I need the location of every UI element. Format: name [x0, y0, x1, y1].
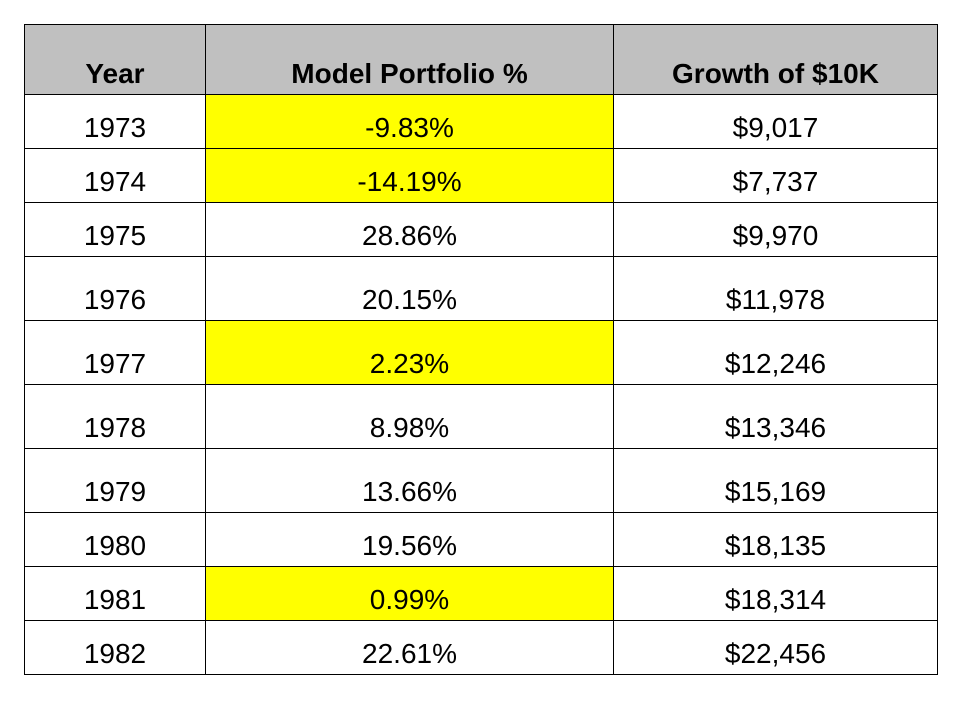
cell-growth: $13,346: [613, 384, 938, 449]
cell-model-portfolio-pct: 28.86%: [205, 202, 614, 257]
table-row: 1978 8.98% $13,346: [24, 384, 938, 449]
cell-year: 1980: [24, 512, 206, 567]
cell-growth: $9,017: [613, 94, 938, 149]
cell-model-portfolio-pct: 20.15%: [205, 256, 614, 321]
table-row: 1979 13.66% $15,169: [24, 448, 938, 513]
cell-model-portfolio-pct: 22.61%: [205, 620, 614, 675]
cell-year: 1973: [24, 94, 206, 149]
cell-growth: $9,970: [613, 202, 938, 257]
portfolio-table: Year Model Portfolio % Growth of $10K 19…: [24, 24, 938, 675]
table-row: 1975 28.86% $9,970: [24, 202, 938, 257]
cell-growth: $12,246: [613, 320, 938, 385]
table-row: 1980 19.56% $18,135: [24, 512, 938, 567]
cell-growth: $7,737: [613, 148, 938, 203]
cell-year: 1977: [24, 320, 206, 385]
cell-year: 1979: [24, 448, 206, 513]
table-row: 1982 22.61% $22,456: [24, 620, 938, 675]
cell-year: 1978: [24, 384, 206, 449]
portfolio-table-container: Year Model Portfolio % Growth of $10K 19…: [24, 24, 938, 675]
table-row: 1977 2.23% $12,246: [24, 320, 938, 385]
table-body: 1973 -9.83% $9,017 1974 -14.19% $7,737 1975 28.…: [24, 94, 938, 675]
cell-model-portfolio-pct: -9.83%: [205, 94, 614, 149]
table-row: 1976 20.15% $11,978: [24, 256, 938, 321]
header-row: Year Model Portfolio % Growth of $10K: [24, 24, 938, 95]
cell-year: 1981: [24, 566, 206, 621]
cell-growth: $15,169: [613, 448, 938, 513]
cell-growth: $11,978: [613, 256, 938, 321]
cell-model-portfolio-pct: 19.56%: [205, 512, 614, 567]
cell-model-portfolio-pct: 0.99%: [205, 566, 614, 621]
cell-model-portfolio-pct: 8.98%: [205, 384, 614, 449]
cell-model-portfolio-pct: -14.19%: [205, 148, 614, 203]
cell-year: 1976: [24, 256, 206, 321]
header-model-portfolio-pct: Model Portfolio %: [205, 24, 614, 95]
cell-growth: $22,456: [613, 620, 938, 675]
header-year: Year: [24, 24, 206, 95]
cell-growth: $18,314: [613, 566, 938, 621]
cell-year: 1974: [24, 148, 206, 203]
cell-model-portfolio-pct: 2.23%: [205, 320, 614, 385]
header-growth: Growth of $10K: [613, 24, 938, 95]
cell-year: 1982: [24, 620, 206, 675]
table-row: 1973 -9.83% $9,017: [24, 94, 938, 149]
table-row: 1981 0.99% $18,314: [24, 566, 938, 621]
table-row: 1974 -14.19% $7,737: [24, 148, 938, 203]
cell-year: 1975: [24, 202, 206, 257]
cell-growth: $18,135: [613, 512, 938, 567]
cell-model-portfolio-pct: 13.66%: [205, 448, 614, 513]
